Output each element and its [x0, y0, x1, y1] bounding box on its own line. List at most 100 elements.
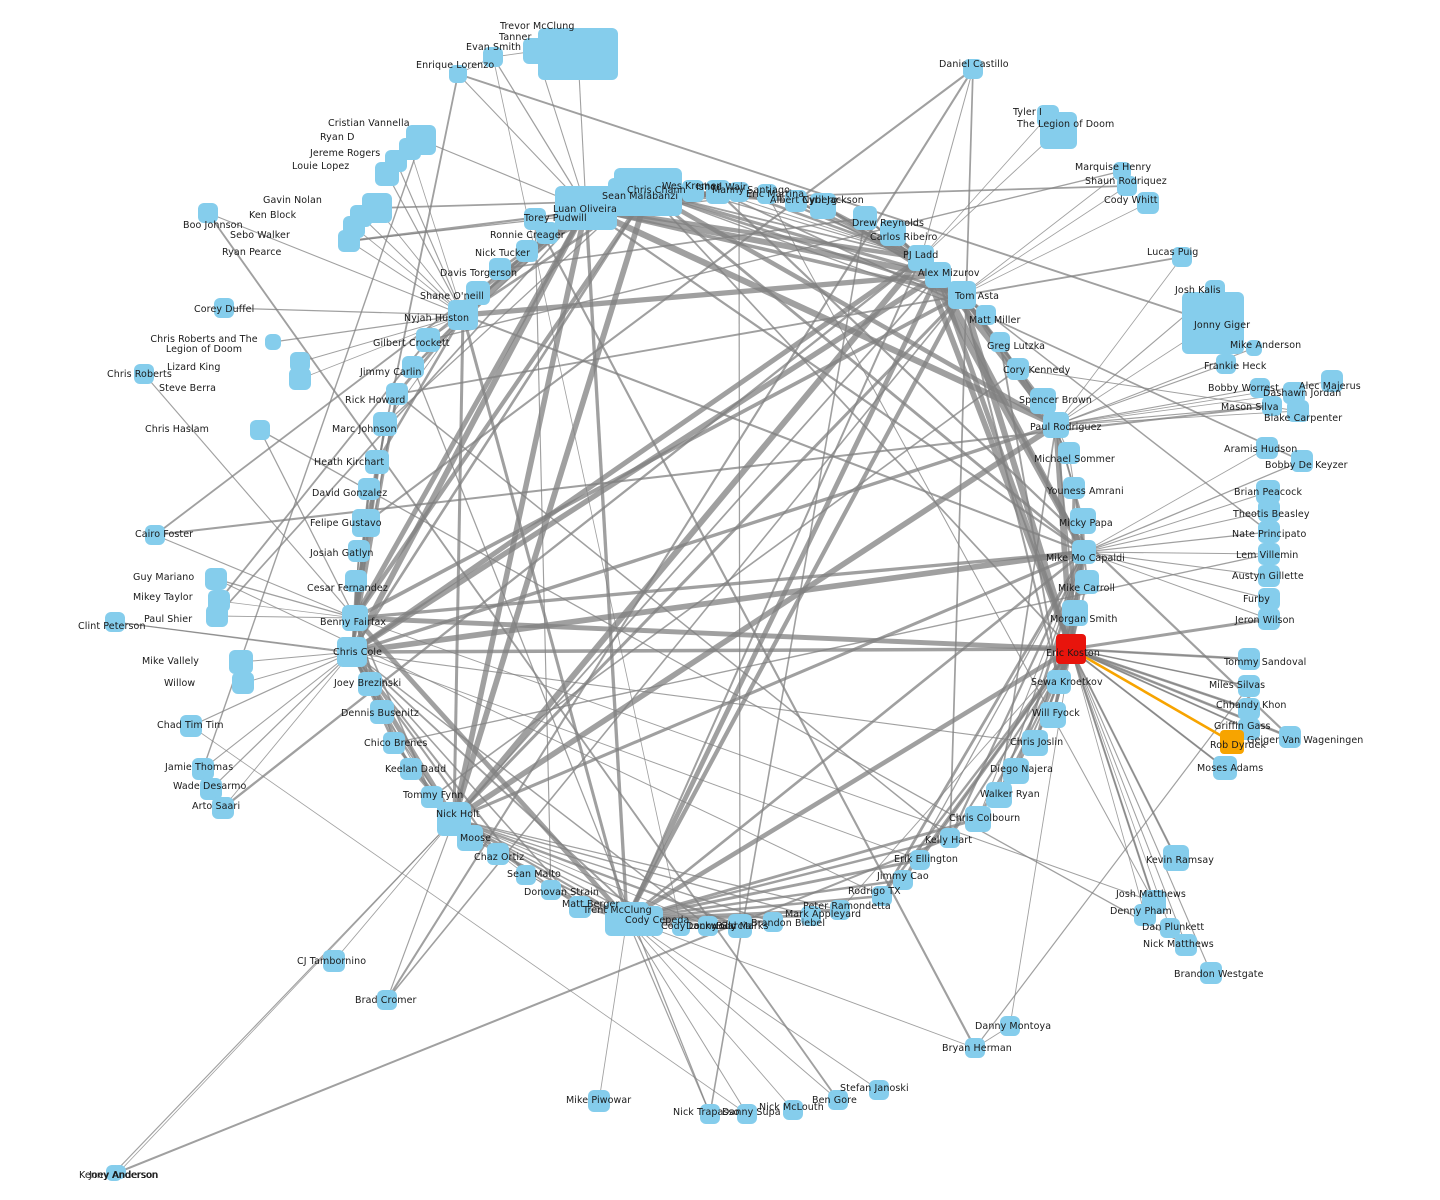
- graph-node[interactable]: [1062, 600, 1088, 626]
- graph-node[interactable]: [1134, 904, 1156, 926]
- graph-node[interactable]: [290, 352, 310, 372]
- graph-node[interactable]: [948, 281, 976, 309]
- graph-node[interactable]: [145, 525, 165, 545]
- graph-node[interactable]: [1163, 845, 1189, 871]
- graph-node[interactable]: [1200, 962, 1222, 984]
- graph-node[interactable]: [538, 28, 618, 80]
- graph-node[interactable]: [112, 1165, 126, 1179]
- graph-node[interactable]: [1175, 934, 1197, 956]
- graph-node[interactable]: [1000, 1016, 1020, 1036]
- graph-node[interactable]: [250, 420, 270, 440]
- graph-node[interactable]: [872, 886, 892, 906]
- graph-node[interactable]: [783, 1100, 803, 1120]
- graph-node[interactable]: [337, 637, 367, 667]
- graph-node[interactable]: [516, 865, 536, 885]
- graph-node[interactable]: [489, 258, 511, 280]
- graph-node[interactable]: [400, 758, 422, 780]
- graph-node[interactable]: [990, 332, 1010, 352]
- graph-node[interactable]: [1238, 698, 1260, 720]
- graph-node[interactable]: [338, 230, 360, 252]
- graph-node[interactable]: [729, 182, 749, 202]
- graph-node[interactable]: [232, 672, 254, 694]
- graph-node[interactable]: [214, 298, 234, 318]
- graph-node[interactable]: [869, 1080, 889, 1100]
- graph-node[interactable]: [588, 1090, 610, 1112]
- graph-node[interactable]: [1047, 670, 1071, 694]
- graph-node[interactable]: [830, 900, 850, 920]
- graph-node[interactable]: [1172, 247, 1192, 267]
- graph-node[interactable]: [1043, 412, 1069, 438]
- graph-node[interactable]: [487, 843, 509, 865]
- graph-node[interactable]: [536, 222, 558, 244]
- graph-node[interactable]: [682, 180, 704, 202]
- graph-node[interactable]: [1220, 730, 1244, 754]
- graph-node[interactable]: [910, 850, 930, 870]
- graph-node[interactable]: [358, 672, 382, 696]
- graph-node[interactable]: [265, 334, 281, 350]
- graph-node[interactable]: [672, 918, 690, 936]
- graph-node[interactable]: [801, 906, 821, 926]
- graph-node[interactable]: [416, 328, 440, 352]
- graph-node[interactable]: [352, 509, 380, 537]
- graph-node[interactable]: [965, 1038, 985, 1058]
- graph-node[interactable]: [200, 778, 222, 800]
- graph-node[interactable]: [1279, 726, 1301, 748]
- graph-node[interactable]: [965, 806, 991, 832]
- graph-node[interactable]: [1117, 176, 1137, 196]
- graph-node[interactable]: [853, 206, 877, 230]
- graph-node[interactable]: [810, 193, 836, 219]
- graph-node[interactable]: [1258, 565, 1280, 587]
- graph-node[interactable]: [700, 1104, 720, 1124]
- graph-node[interactable]: [323, 950, 345, 972]
- graph-node[interactable]: [1030, 388, 1056, 414]
- graph-node[interactable]: [1246, 340, 1262, 356]
- graph-node[interactable]: [1287, 400, 1309, 422]
- graph-node[interactable]: [289, 368, 311, 390]
- graph-node[interactable]: [383, 732, 405, 754]
- graph-node[interactable]: [541, 880, 561, 900]
- graph-node[interactable]: [348, 540, 370, 562]
- graph-node[interactable]: [206, 605, 228, 627]
- graph-node[interactable]: [421, 786, 443, 808]
- graph-node[interactable]: [105, 612, 125, 632]
- graph-node[interactable]: [1113, 162, 1131, 180]
- graph-node[interactable]: [1075, 570, 1099, 594]
- graph-node[interactable]: [569, 896, 591, 918]
- graph-node[interactable]: [1258, 543, 1280, 565]
- graph-node[interactable]: [1007, 358, 1029, 380]
- graph-node[interactable]: [1040, 702, 1066, 728]
- graph-node[interactable]: [1040, 112, 1077, 149]
- graph-node[interactable]: [523, 38, 549, 64]
- graph-node[interactable]: [134, 364, 154, 384]
- graph-node[interactable]: [1216, 354, 1236, 374]
- graph-node[interactable]: [1258, 500, 1280, 522]
- graph-node[interactable]: [785, 190, 807, 212]
- graph-node[interactable]: [377, 990, 397, 1010]
- graph-node[interactable]: [205, 568, 227, 590]
- graph-node[interactable]: [1258, 588, 1280, 610]
- graph-node[interactable]: [212, 797, 234, 819]
- graph-node[interactable]: [706, 180, 730, 204]
- graph-node[interactable]: [728, 914, 752, 938]
- graph-node[interactable]: [1022, 730, 1048, 756]
- graph-node[interactable]: [1238, 675, 1260, 697]
- graph-node[interactable]: [1262, 396, 1282, 416]
- graph-node[interactable]: [358, 478, 380, 500]
- graph-node[interactable]: [1072, 540, 1096, 564]
- graph-node[interactable]: [402, 356, 424, 378]
- graph-node[interactable]: [555, 186, 617, 230]
- graph-node[interactable]: [1056, 634, 1086, 664]
- graph-node[interactable]: [757, 184, 777, 204]
- graph-node[interactable]: [1238, 648, 1260, 670]
- graph-node[interactable]: [880, 220, 906, 246]
- graph-node[interactable]: [1070, 508, 1096, 534]
- graph-node[interactable]: [1058, 442, 1080, 464]
- graph-node[interactable]: [457, 825, 483, 851]
- graph-node[interactable]: [342, 605, 368, 631]
- graph-node[interactable]: [1063, 477, 1085, 499]
- graph-node[interactable]: [229, 650, 253, 674]
- graph-node[interactable]: [449, 65, 467, 83]
- graph-node[interactable]: [1003, 758, 1029, 784]
- graph-node[interactable]: [986, 782, 1012, 808]
- graph-node[interactable]: [1258, 608, 1280, 630]
